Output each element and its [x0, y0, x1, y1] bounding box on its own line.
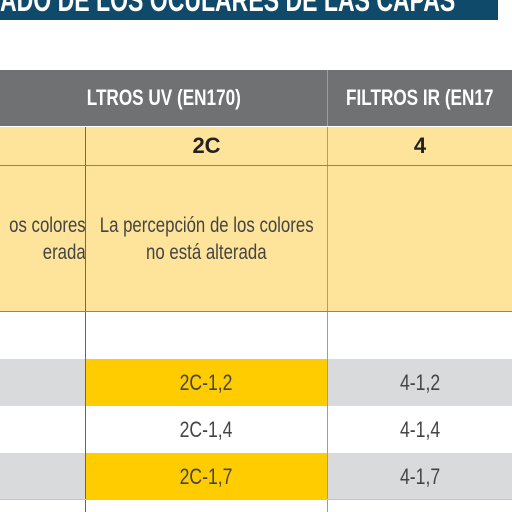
- table-row: [0, 312, 86, 359]
- table-row: [0, 359, 86, 406]
- table-cell-4: 4-1,2: [328, 359, 512, 406]
- row-divider: [0, 126, 512, 127]
- table-row: [0, 453, 86, 500]
- row-divider: [0, 499, 512, 500]
- banner-title: ADO DE LOS OCULARES DE LAS CAPAS: [0, 0, 456, 18]
- header-ir-filters: FILTROS IR (EN17: [328, 70, 512, 126]
- table-cell-2c: 2C-1,2: [86, 359, 327, 406]
- table-cell-2c: 2C-1,7: [86, 453, 327, 500]
- table-cell-4: [328, 312, 512, 359]
- description-left: os colores erada: [0, 166, 86, 311]
- column-divider: [327, 70, 328, 512]
- description-4: [328, 166, 512, 311]
- description-2c: La percepción de los colores no está alt…: [86, 166, 327, 311]
- column-divider: [85, 127, 86, 512]
- table-cell-2c: 2C-1,4: [86, 406, 327, 453]
- subheader-4: 4: [328, 127, 512, 165]
- title-banner: ADO DE LOS OCULARES DE LAS CAPAS: [0, 0, 498, 20]
- table-cell-4: 4-1,7: [328, 453, 512, 500]
- table-row: [0, 406, 86, 453]
- subheader-left-cell: [0, 127, 86, 165]
- row-divider: [0, 165, 512, 166]
- subheader-2c: 2C: [86, 127, 327, 165]
- table-cell-4: 4-1,4: [328, 406, 512, 453]
- table-cell-2c: [86, 312, 327, 359]
- row-divider: [0, 311, 512, 312]
- header-uv-filters: LTROS UV (EN170): [0, 70, 328, 126]
